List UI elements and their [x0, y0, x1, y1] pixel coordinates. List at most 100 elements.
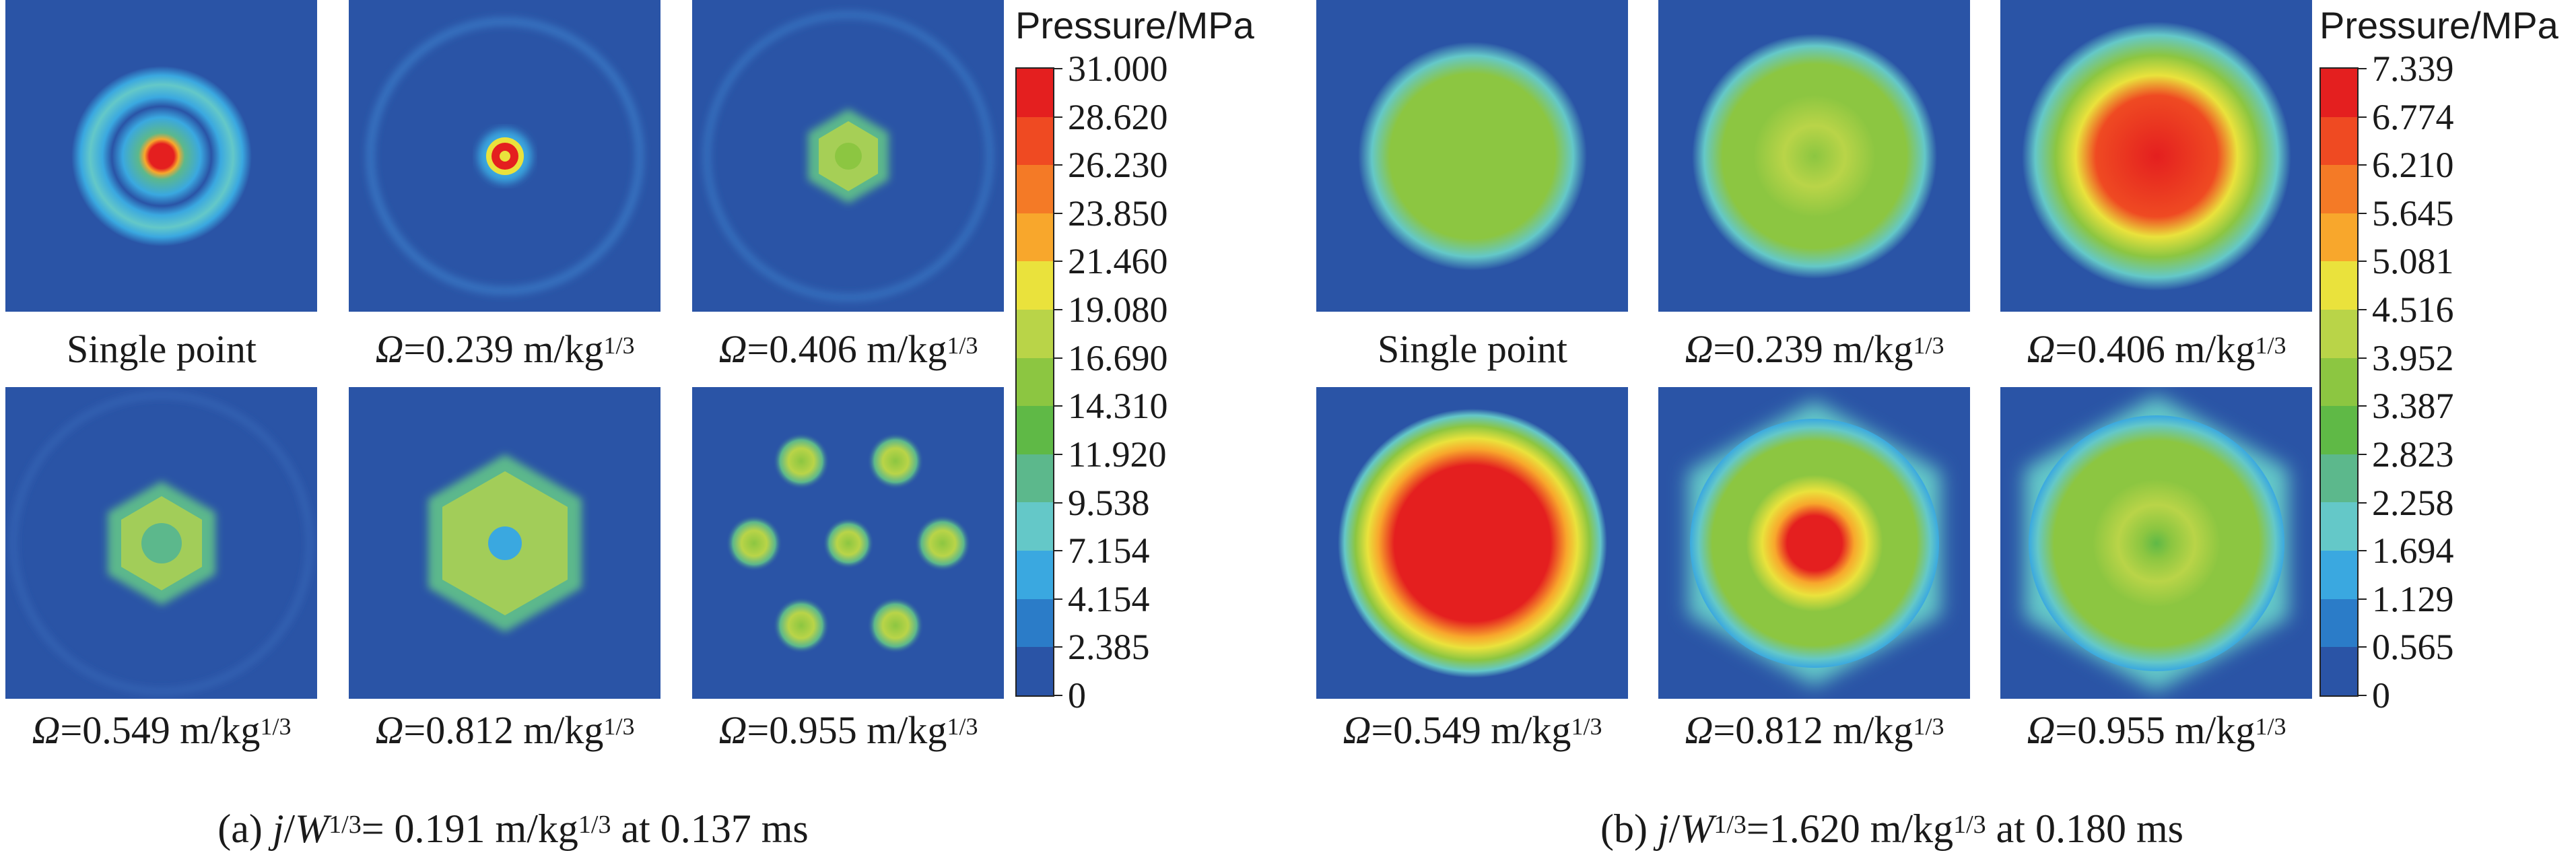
colorbar-tick-mark [1054, 357, 1062, 359]
colorbar-segment [2321, 69, 2357, 117]
colorbar-segment [2321, 551, 2357, 599]
colorbar-segment [1017, 116, 1053, 166]
panel-b-omega-0239 [1658, 0, 1970, 312]
colorbar-segment [2321, 647, 2357, 695]
panel-a-single-point [5, 0, 317, 312]
colorbar-tick-label: 31.000 [1068, 48, 1168, 89]
panel-b-omega-0812 [1658, 387, 1970, 699]
colorbar-segment [2321, 454, 2357, 503]
colorbar-segment [1017, 213, 1053, 262]
colorbar-tick-mark [1054, 695, 1062, 696]
colorbar-segment [2321, 116, 2357, 166]
colorbar-tick-label: 19.080 [1068, 289, 1168, 331]
panel-a-label-1: Single point [67, 327, 257, 371]
colorbar-tick-label: 11.920 [1068, 434, 1167, 475]
panel-b-label-3: Ω=0.406 m/kg1/3 [2027, 327, 2286, 371]
colorbar-tick-label: 26.230 [1068, 145, 1168, 186]
colorbar-segment [1017, 165, 1053, 213]
colorbar-tick-label: 0 [1068, 675, 1086, 716]
colorbar-tick-label: 6.210 [2372, 145, 2454, 186]
panel-b-single-point [1316, 0, 1628, 312]
colorbar-tick-label: 4.154 [1068, 578, 1150, 619]
colorbar-tick-mark [2359, 164, 2367, 166]
colorbar-tick-label: 0 [2372, 675, 2390, 716]
colorbar-segment [1017, 551, 1053, 599]
colorbar-segment [2321, 598, 2357, 648]
colorbar-tick-mark [2359, 261, 2367, 263]
panel-b-label-2: Ω=0.239 m/kg1/3 [1685, 327, 1944, 371]
panel-a-label-3: Ω=0.406 m/kg1/3 [718, 327, 978, 371]
colorbar-tick-mark [1054, 116, 1062, 118]
colorbar-segment [2321, 165, 2357, 213]
panel-b-label-4: Ω=0.549 m/kg1/3 [1343, 708, 1602, 752]
colorbar-tick-mark [1054, 453, 1062, 455]
colorbar-tick-label: 23.850 [1068, 193, 1168, 234]
colorbar-a-title: Pressure/MPa [1015, 4, 1254, 46]
colorbar-segment [1017, 69, 1053, 117]
panel-a-label-5: Ω=0.812 m/kg1/3 [375, 708, 635, 752]
colorbar-segment [1017, 357, 1053, 407]
panel-b-omega-0406 [2000, 0, 2312, 312]
colorbar-tick-label: 2.823 [2372, 434, 2454, 475]
colorbar-tick-mark [1054, 405, 1062, 407]
colorbar-tick-label: 2.258 [2372, 482, 2454, 523]
colorbar-tick-mark [2359, 695, 2367, 696]
colorbar-segment [1017, 454, 1053, 503]
colorbar-tick-mark [2359, 598, 2367, 600]
colorbar-tick-mark [2359, 405, 2367, 407]
colorbar-tick-mark [2359, 68, 2367, 69]
colorbar-tick-label: 7.154 [1068, 530, 1150, 572]
panel-a-omega-0406 [692, 0, 1004, 312]
caption-a: (a) j/W1/3= 0.191 m/kg1/3 at 0.137 ms [217, 806, 809, 851]
colorbar-tick-label: 7.339 [2372, 48, 2454, 89]
colorbar-tick-mark [1054, 598, 1062, 600]
panel-a-omega-0239 [349, 0, 660, 312]
colorbar-tick-label: 6.774 [2372, 96, 2454, 137]
colorbar-segment [2321, 406, 2357, 454]
colorbar-segment [1017, 598, 1053, 648]
panel-b-label-5: Ω=0.812 m/kg1/3 [1685, 708, 1944, 752]
colorbar-tick-mark [2359, 116, 2367, 118]
colorbar-segment [1017, 310, 1053, 358]
panel-b-label-6: Ω=0.955 m/kg1/3 [2027, 708, 2286, 752]
colorbar-tick-mark [1054, 646, 1062, 648]
colorbar-tick-mark [2359, 357, 2367, 359]
colorbar-segment [1017, 502, 1053, 551]
colorbar-tick-label: 5.645 [2372, 193, 2454, 234]
colorbar-tick-mark [2359, 550, 2367, 552]
colorbar-tick-mark [1054, 261, 1062, 263]
caption-b: (b) j/W1/3=1.620 m/kg1/3 at 0.180 ms [1600, 806, 2183, 851]
colorbar-tick-label: 1.694 [2372, 530, 2454, 572]
colorbar-tick-mark [1054, 212, 1062, 214]
colorbar-tick-label: 1.129 [2372, 578, 2454, 619]
colorbar-tick-mark [2359, 453, 2367, 455]
colorbar-tick-mark [1054, 550, 1062, 552]
colorbar-tick-label: 0.565 [2372, 627, 2454, 668]
colorbar-segment [2321, 310, 2357, 358]
colorbar-segment [2321, 261, 2357, 310]
colorbar-tick-label: 5.081 [2372, 241, 2454, 282]
colorbar-tick-label: 4.516 [2372, 289, 2454, 331]
panel-a-omega-0549 [5, 387, 317, 699]
panel-a-label-4: Ω=0.549 m/kg1/3 [32, 708, 292, 752]
panel-a-label-6: Ω=0.955 m/kg1/3 [718, 708, 978, 752]
colorbar-tick-mark [1054, 502, 1062, 504]
panel-b-omega-0549 [1316, 387, 1628, 699]
colorbar-segment [2321, 502, 2357, 551]
colorbar-tick-label: 21.460 [1068, 241, 1168, 282]
colorbar-b [2319, 67, 2359, 697]
colorbar-segment [1017, 647, 1053, 695]
colorbar-tick-label: 16.690 [1068, 337, 1168, 378]
colorbar-tick-mark [1054, 68, 1062, 69]
colorbar-tick-mark [1054, 164, 1062, 166]
colorbar-tick-mark [2359, 212, 2367, 214]
colorbar-segment [2321, 213, 2357, 262]
colorbar-a [1015, 67, 1054, 697]
colorbar-tick-label: 9.538 [1068, 482, 1150, 523]
panel-a-label-2: Ω=0.239 m/kg1/3 [375, 327, 635, 371]
colorbar-tick-mark [2359, 309, 2367, 311]
colorbar-b-title: Pressure/MPa [2319, 4, 2558, 46]
colorbar-tick-mark [2359, 646, 2367, 648]
colorbar-tick-label: 3.952 [2372, 337, 2454, 378]
colorbar-tick-label: 3.387 [2372, 386, 2454, 427]
